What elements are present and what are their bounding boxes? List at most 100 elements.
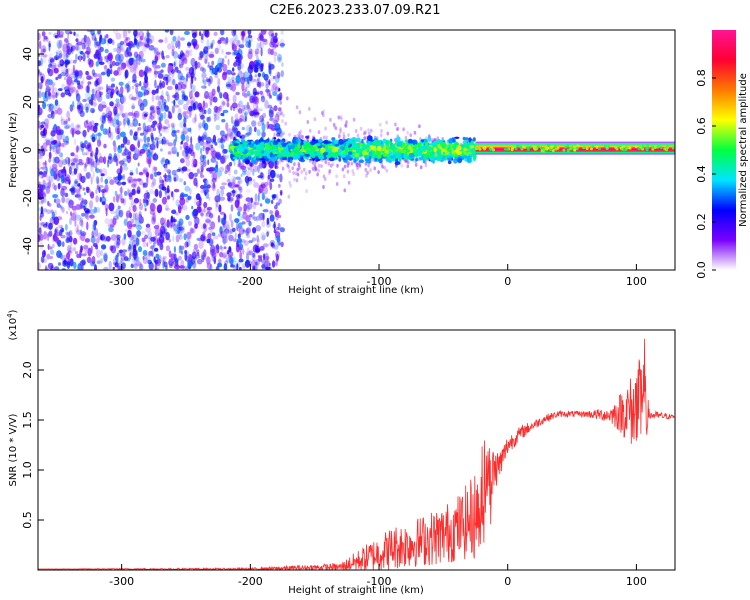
spectrogram-cell bbox=[477, 146, 481, 150]
spectrogram-cell bbox=[135, 237, 140, 247]
spectrogram-cell bbox=[150, 202, 154, 210]
spectrogram-cell bbox=[45, 267, 49, 270]
spectrogram-cell bbox=[146, 178, 149, 186]
spectrogram-cell bbox=[125, 37, 128, 41]
spectrogram-cell bbox=[90, 235, 96, 244]
spectrogram-cell bbox=[300, 170, 304, 174]
spectrogram-cell bbox=[159, 234, 165, 244]
spectrogram-cell bbox=[62, 260, 68, 267]
spectrogram-cell bbox=[196, 206, 202, 213]
spectrogram-cell bbox=[178, 59, 182, 68]
spectrogram-cell bbox=[252, 168, 255, 176]
spectrogram-cell bbox=[152, 235, 158, 244]
spectrogram-cell bbox=[325, 135, 328, 140]
spectrogram-cell bbox=[104, 178, 109, 185]
spectrogram-cell bbox=[329, 163, 333, 168]
spectrogram-cell bbox=[94, 37, 97, 41]
spectrogram-cell bbox=[40, 166, 46, 170]
spectrogram-cell bbox=[273, 51, 278, 56]
spectrogram-cell bbox=[265, 98, 268, 107]
spectrogram-cell bbox=[280, 241, 284, 248]
spectrogram-cell bbox=[171, 122, 175, 128]
spectrogram-cell bbox=[164, 36, 168, 44]
spectrogram-cell bbox=[237, 222, 243, 229]
spectrogram-cell bbox=[243, 93, 248, 98]
spectrogram-cell bbox=[132, 178, 138, 182]
spectrogram-cell bbox=[132, 43, 135, 48]
spectrogram-cell bbox=[153, 70, 159, 75]
spectrogram-cell bbox=[332, 122, 336, 127]
spectrogram-cell bbox=[111, 60, 116, 67]
spectrogram-cell bbox=[211, 254, 215, 262]
spectrogram-cell bbox=[73, 31, 76, 36]
spectrogram-cell bbox=[231, 44, 237, 52]
spectrogram-cell bbox=[339, 115, 343, 119]
spectrogram-cell bbox=[38, 104, 41, 108]
spectrogram-cell bbox=[368, 155, 372, 160]
spectrogram-cell bbox=[75, 214, 81, 221]
spectrogram-cell bbox=[239, 250, 243, 260]
spectrogram-cell bbox=[55, 76, 59, 81]
spectrogram-cell bbox=[153, 50, 159, 58]
spectrogram-cell bbox=[193, 158, 198, 168]
spectrogram-cell bbox=[179, 145, 182, 150]
spectrogram-cell bbox=[120, 131, 126, 138]
spectrogram-cell bbox=[38, 227, 42, 235]
spectrogram-cell bbox=[229, 181, 236, 189]
spectrogram-cell bbox=[71, 157, 77, 164]
spectrogram-cell bbox=[55, 51, 58, 57]
spectrogram-cell bbox=[176, 168, 181, 173]
spectrogram-cell bbox=[347, 138, 354, 144]
spectrogram-cell bbox=[203, 30, 209, 37]
spectrogram-cell bbox=[107, 85, 113, 91]
spectrogram-cell bbox=[379, 122, 382, 127]
spectrogram-cell bbox=[142, 98, 148, 107]
spectrogram-cell bbox=[159, 51, 162, 56]
spectrogram-cell bbox=[183, 111, 189, 115]
spectrogram-cell bbox=[238, 100, 243, 108]
spectrogram-cell bbox=[257, 121, 262, 127]
spectrogram-cell bbox=[181, 94, 184, 100]
spectrogram-cell bbox=[247, 51, 253, 60]
spectrogram-cell bbox=[207, 260, 212, 264]
spectrogram-cell bbox=[247, 41, 252, 49]
spectrogram-cell bbox=[322, 152, 329, 156]
spectrogram-cell bbox=[239, 186, 243, 192]
spectrogram-cell bbox=[271, 161, 274, 166]
spectrogram-cell bbox=[120, 64, 125, 71]
spectrogram-cell bbox=[81, 197, 84, 204]
spectrogram-cell bbox=[274, 160, 277, 169]
spectrogram-cell bbox=[182, 126, 189, 135]
spectrogram-cell bbox=[115, 119, 120, 126]
spectrogram-cell bbox=[64, 30, 71, 35]
spectrogram-tone-band bbox=[475, 144, 675, 147]
spectrogram-cell bbox=[96, 89, 100, 94]
spectrogram-cell bbox=[317, 168, 320, 173]
spectrogram-cell bbox=[71, 185, 76, 193]
spectrogram-cell bbox=[408, 152, 415, 158]
spectrogram-cell bbox=[352, 144, 358, 151]
spectrogram-cell bbox=[38, 233, 41, 243]
spectrogram-cell bbox=[75, 123, 82, 132]
spectrogram-cell bbox=[92, 72, 98, 78]
spectrogram-cell bbox=[105, 106, 111, 116]
spectrogram-cell bbox=[206, 206, 213, 211]
spectrogram-cell bbox=[246, 102, 250, 106]
spectrogram-cell bbox=[166, 74, 171, 83]
spectrogram-cell bbox=[227, 58, 230, 66]
spectrogram-cell bbox=[117, 205, 121, 210]
spectrogram-cell bbox=[165, 232, 171, 241]
spectrogram-cell bbox=[168, 175, 172, 183]
spectrogram-cell bbox=[115, 240, 121, 247]
spectrogram-cell bbox=[181, 166, 188, 172]
spectrogram-cell bbox=[179, 121, 185, 129]
spectrogram-cell bbox=[210, 147, 215, 153]
spectrogram-cell bbox=[254, 48, 260, 55]
spectrogram-cell bbox=[79, 185, 83, 190]
spectrogram-cell bbox=[48, 174, 54, 183]
spectrogram-cell bbox=[230, 190, 237, 194]
spectrogram-cell bbox=[221, 119, 226, 123]
spectrogram-cell bbox=[219, 196, 226, 201]
spectrogram-cell bbox=[186, 172, 190, 177]
spectrogram-cell bbox=[164, 190, 168, 195]
